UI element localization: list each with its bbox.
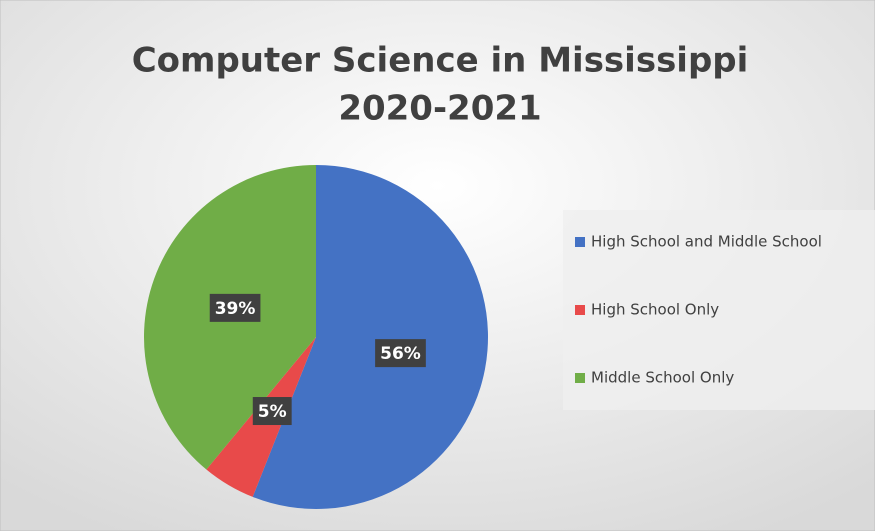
data-label-box: [375, 339, 426, 368]
data-label: 56%: [380, 344, 421, 364]
data-label: 39%: [215, 299, 256, 319]
chart-title: Computer Science in Mississippi: [132, 41, 749, 81]
pie-slice: [252, 165, 488, 509]
data-label-box: [252, 397, 292, 426]
chart-title: 2020-2021: [338, 89, 541, 129]
data-label: 5%: [258, 402, 287, 422]
data-label-box: [209, 293, 261, 322]
legend-swatch: [575, 373, 585, 383]
legend-swatch: [575, 237, 585, 247]
legend-label: High School and Middle School: [591, 233, 822, 251]
legend-box: [563, 210, 875, 410]
legend-swatch: [575, 305, 585, 315]
legend-label: High School Only: [591, 301, 719, 319]
legend-label: Middle School Only: [591, 369, 734, 387]
